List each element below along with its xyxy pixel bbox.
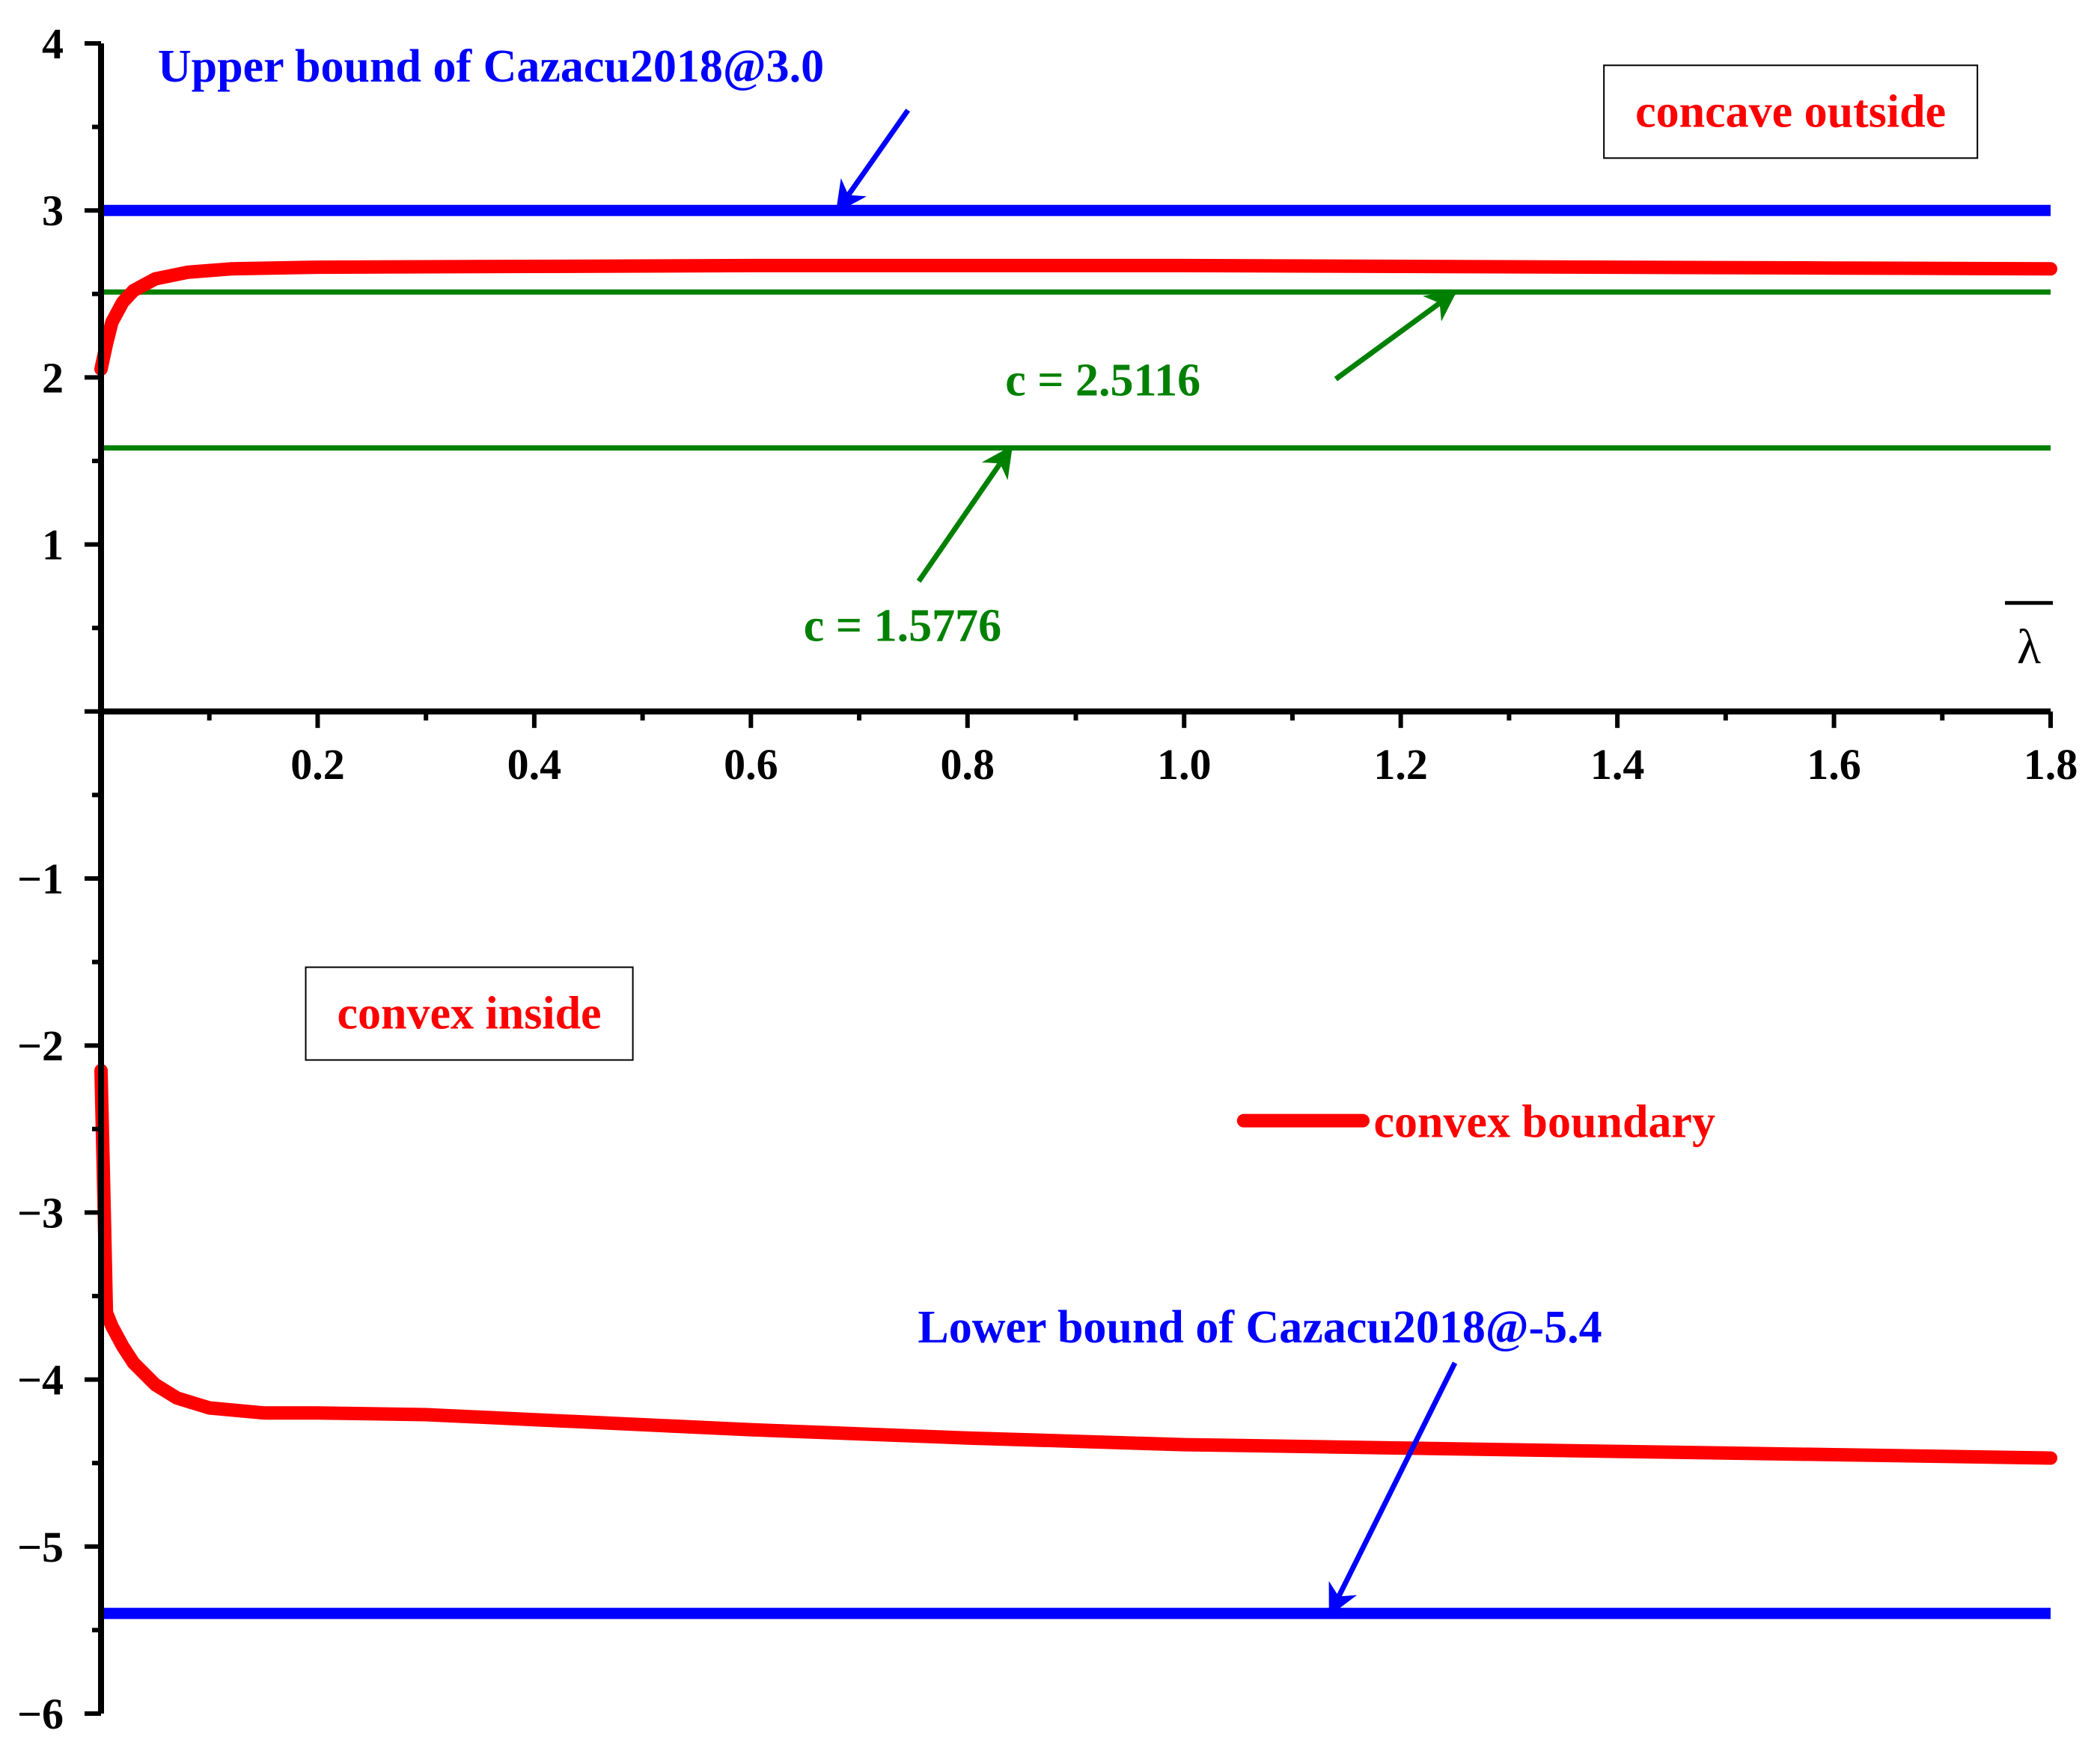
series-line-0-segment-1 xyxy=(94,1063,2057,1465)
x-tick-label: 1.4 xyxy=(1590,740,1645,789)
y-tick-label: −1 xyxy=(17,855,64,903)
y-tick-label: 4 xyxy=(42,19,64,68)
x-tick-label: 0.8 xyxy=(941,740,995,789)
x-tick-label: 0.6 xyxy=(724,740,778,789)
x-tick-label: 0.4 xyxy=(507,740,562,789)
annotation-arrow-3 xyxy=(1328,1361,1458,1616)
tick-labels: 0.2 0.4 0.6 0.8 1.0 1.2 1.4 1.6 1.8 4 3 2 1 −1 −2 −3 −4 −… xyxy=(17,19,2078,1738)
annotation-text-1: c = 2.5116 xyxy=(1005,355,1200,406)
y-tick-label: −5 xyxy=(17,1523,64,1571)
legend: convex boundary xyxy=(1236,1097,1715,1148)
annotation-arrow-2 xyxy=(916,445,1013,583)
annotations: Upper bound of Cazacu2018@3.0 c = 2.5116 c… xyxy=(158,41,1979,1616)
reference-lines xyxy=(101,204,2051,1619)
x-axis-label: λ xyxy=(2017,620,2041,674)
region-label-1: convex inside xyxy=(338,988,602,1039)
region-label-box-0 xyxy=(1603,64,1979,159)
y-tick-label: −2 xyxy=(17,1021,64,1070)
annotation-text-2: c = 1.5776 xyxy=(804,601,1001,652)
y-tick-label: −6 xyxy=(17,1690,64,1738)
series-line-0-segment-0 xyxy=(94,258,2057,376)
x-tick-label: 1.2 xyxy=(1373,740,1428,789)
annotation-text-3: Lower bound of Cazacu2018@-5.4 xyxy=(918,1302,1602,1353)
x-tick-label: 0.2 xyxy=(290,740,345,789)
region-label-0: concave outside xyxy=(1635,86,1946,137)
x-tick-label: 1.8 xyxy=(2024,740,2078,789)
y-tick-label: 2 xyxy=(42,353,64,402)
axes xyxy=(85,41,2053,1716)
annotation-arrow-0 xyxy=(835,109,911,213)
y-tick-label: 1 xyxy=(42,521,64,569)
y-tick-label: 3 xyxy=(42,186,64,235)
y-tick-label: −3 xyxy=(17,1188,64,1237)
x-tick-label: 1.0 xyxy=(1157,740,1212,789)
annotation-text-0: Upper bound of Cazacu2018@3.0 xyxy=(158,41,824,92)
x-tick-label: 1.6 xyxy=(1807,740,1861,789)
legend-label: convex boundary xyxy=(1373,1097,1715,1148)
region-label-box-1 xyxy=(305,966,634,1061)
annotation-arrow-1 xyxy=(1334,290,1458,382)
series-layer xyxy=(94,258,2057,1465)
y-tick-label: −4 xyxy=(17,1356,64,1405)
